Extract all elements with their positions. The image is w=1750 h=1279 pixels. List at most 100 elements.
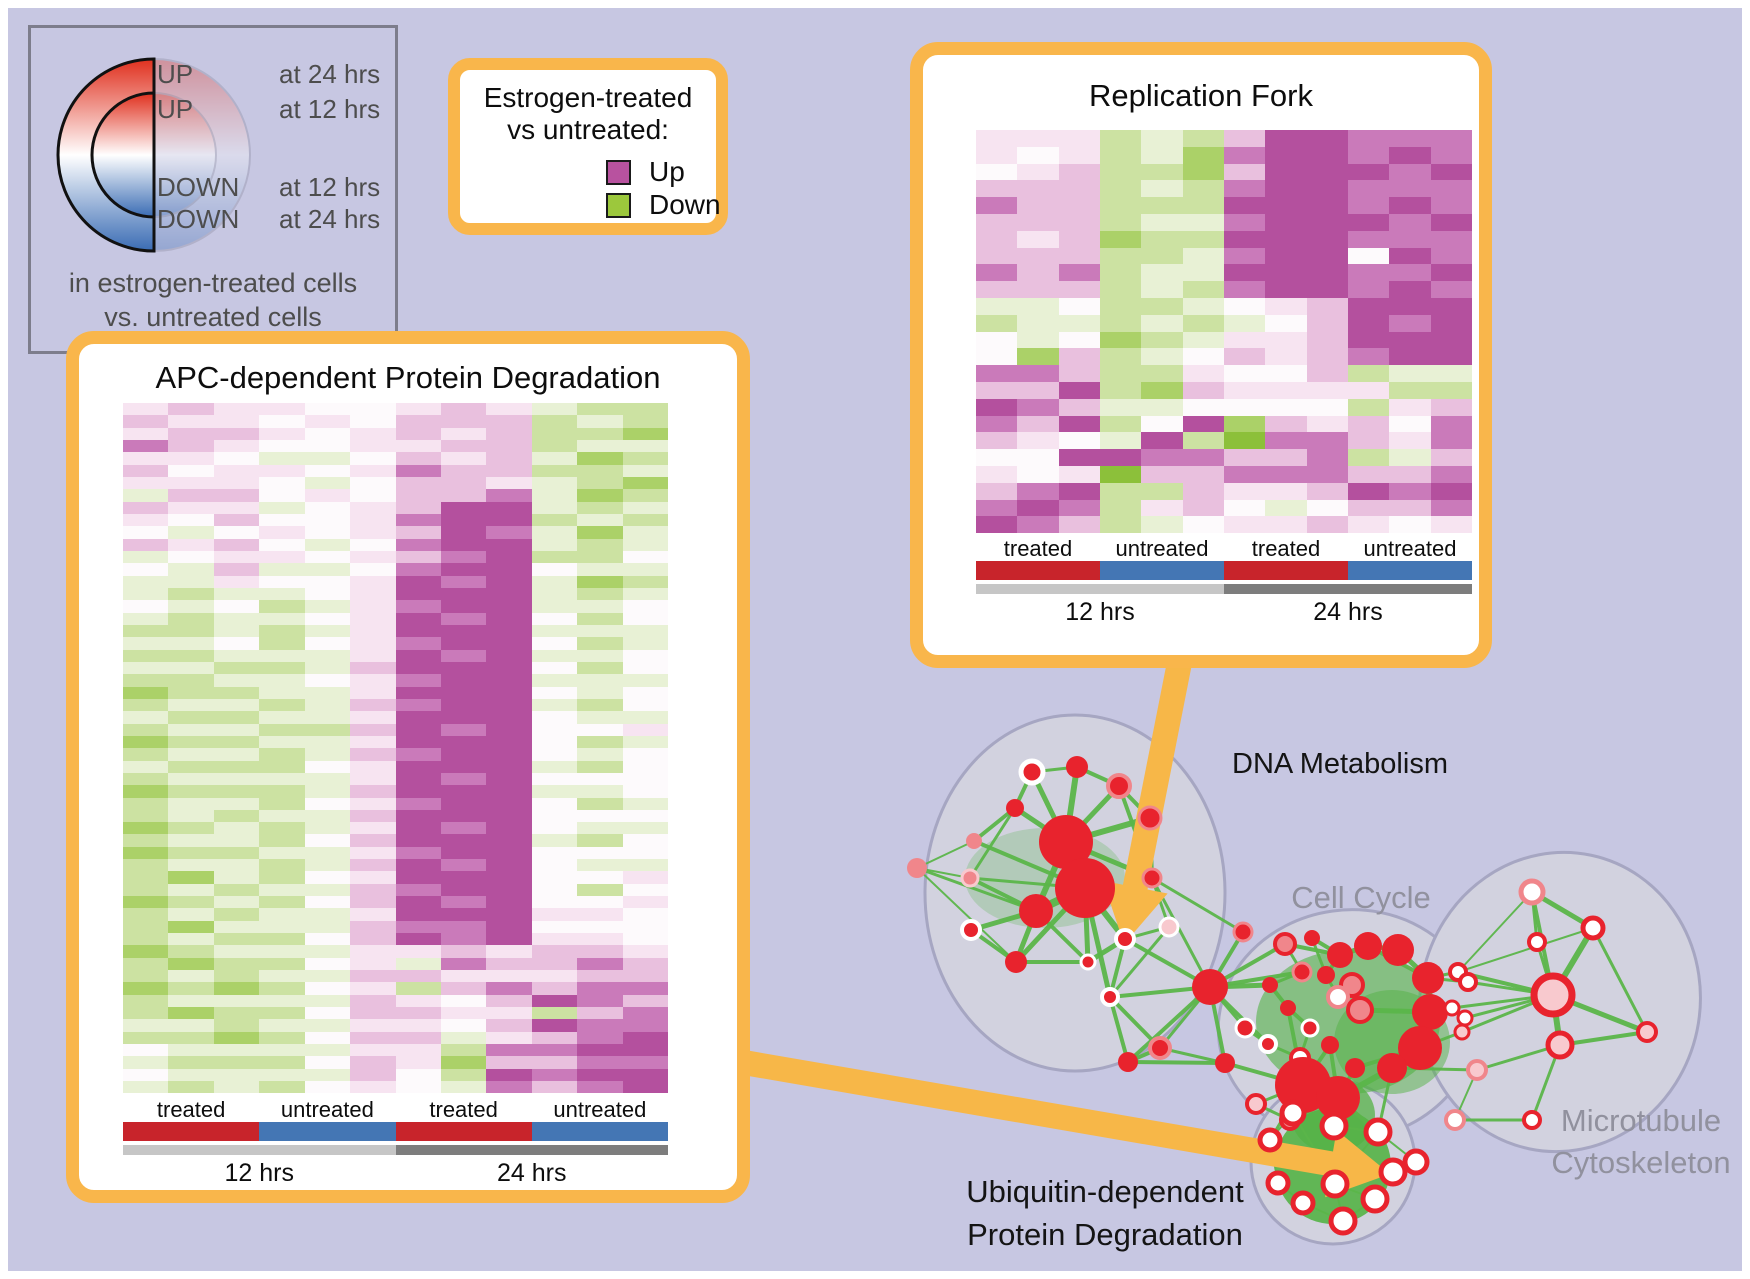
heatmap-cell [213,970,260,983]
heatmap-cell [440,1056,487,1069]
network-node [1141,867,1163,889]
heatmap-cell [1141,499,1183,517]
heatmap-cell [1430,230,1472,248]
heatmap-cell [395,994,441,1008]
heatmap-cell [1389,146,1431,164]
heatmap-cell [304,760,351,773]
rf-12hrs-label: 12 hrs [1065,598,1135,626]
heatmap-cell [1347,465,1390,483]
rf-time-bar [976,584,1472,594]
heatmap-cell [622,809,669,823]
heatmap-cell [395,871,441,884]
heatmap-cell [577,748,623,761]
heatmap-cell [1223,432,1266,450]
heatmap-cell [350,711,396,724]
untreated-bar-segment [1100,561,1224,580]
heatmap-cell [486,735,532,749]
heatmap-cell [622,908,669,921]
heatmap-cell [440,489,487,502]
heatmap-cell [1017,516,1059,534]
heatmap-cell [577,587,623,601]
heatmap-cell [440,748,487,761]
heatmap-cell [486,748,532,761]
heatmap-cell [1099,197,1142,214]
heatmap-cell [1389,264,1431,282]
heatmap-cell [1430,180,1472,198]
network-node [1453,1023,1471,1041]
heatmap-cell [395,612,441,625]
heatmap-cell [350,624,396,638]
heatmap-cell [486,908,532,921]
heatmap-cell [1306,449,1348,466]
network-node [1316,1076,1360,1120]
heatmap-cell [213,403,260,416]
heatmap-cell [440,587,487,601]
heatmap-row [123,994,669,1008]
network-node [1328,1206,1358,1236]
heatmap-cell [168,1044,214,1057]
heatmap-cell [168,822,214,835]
heatmap-cell [1182,180,1224,198]
heatmap-cell [123,1056,169,1069]
heatmap-cell [577,908,623,921]
heatmap-cell [168,538,214,551]
heatmap-cell [168,624,214,638]
heatmap-row [123,957,669,971]
heatmap-cell [168,427,214,440]
heatmap-cell [1430,197,1472,214]
heatmap-cell [259,871,305,884]
ring-down12-time: at 12 hrs [279,172,381,202]
heatmap-cell [1223,130,1266,147]
heatmap-cell [531,464,578,477]
heatmap-cell [304,587,351,601]
heatmap-cell [1058,281,1100,298]
heatmap-cell [1265,163,1307,181]
network-node [1273,932,1297,956]
heatmap-row [976,146,1472,164]
heatmap-cell [1182,264,1224,282]
heatmap-row [976,264,1472,282]
heatmap-cell [259,563,305,576]
heatmap-cell [123,1019,169,1032]
heatmap-cell [440,637,487,650]
heatmap-cell [1182,398,1224,416]
heatmap-cell [1389,381,1431,399]
heatmap-cell [531,1007,578,1020]
heatmap-cell [168,957,214,971]
heatmap-cell [1182,432,1224,450]
heatmap-cell [395,1044,441,1057]
heatmap-cell [622,1081,669,1094]
rf-group-treated-12: treated [1003,536,1073,561]
heatmap-cell [622,982,669,995]
heatmap-cell [213,550,260,564]
heatmap-cell [213,575,260,588]
heatmap-cell [1099,146,1142,164]
heatmap-cell [622,846,669,860]
heatmap-cell [259,1019,305,1032]
heatmap-cell [168,1019,214,1032]
heatmap-row [123,674,669,687]
heatmap-cell [1223,465,1266,483]
heatmap-cell [395,415,441,428]
heatmap-cell [1265,415,1307,433]
heatmap-cell [577,476,623,490]
heatmap-cell [486,575,532,588]
heatmap-cell [168,723,214,736]
heatmap-cell [350,649,396,662]
network-node [1291,961,1313,983]
heatmap-cell [304,957,351,971]
heatmap-cell [486,871,532,884]
heatmap-cell [1430,365,1472,382]
untreated-bar-segment [259,1122,396,1141]
heatmap-cell [440,735,487,749]
heatmap-cell [395,476,441,490]
heatmap-row [123,822,669,835]
heatmap-row [123,661,669,675]
heatmap-cell [531,587,578,601]
heatmap-cell [486,957,532,971]
heatmap-cell [259,834,305,847]
heatmap-cell [259,686,305,699]
heatmap-cell [350,538,396,551]
heatmap-cell [1430,348,1472,366]
heatmap-cell [976,146,1018,164]
